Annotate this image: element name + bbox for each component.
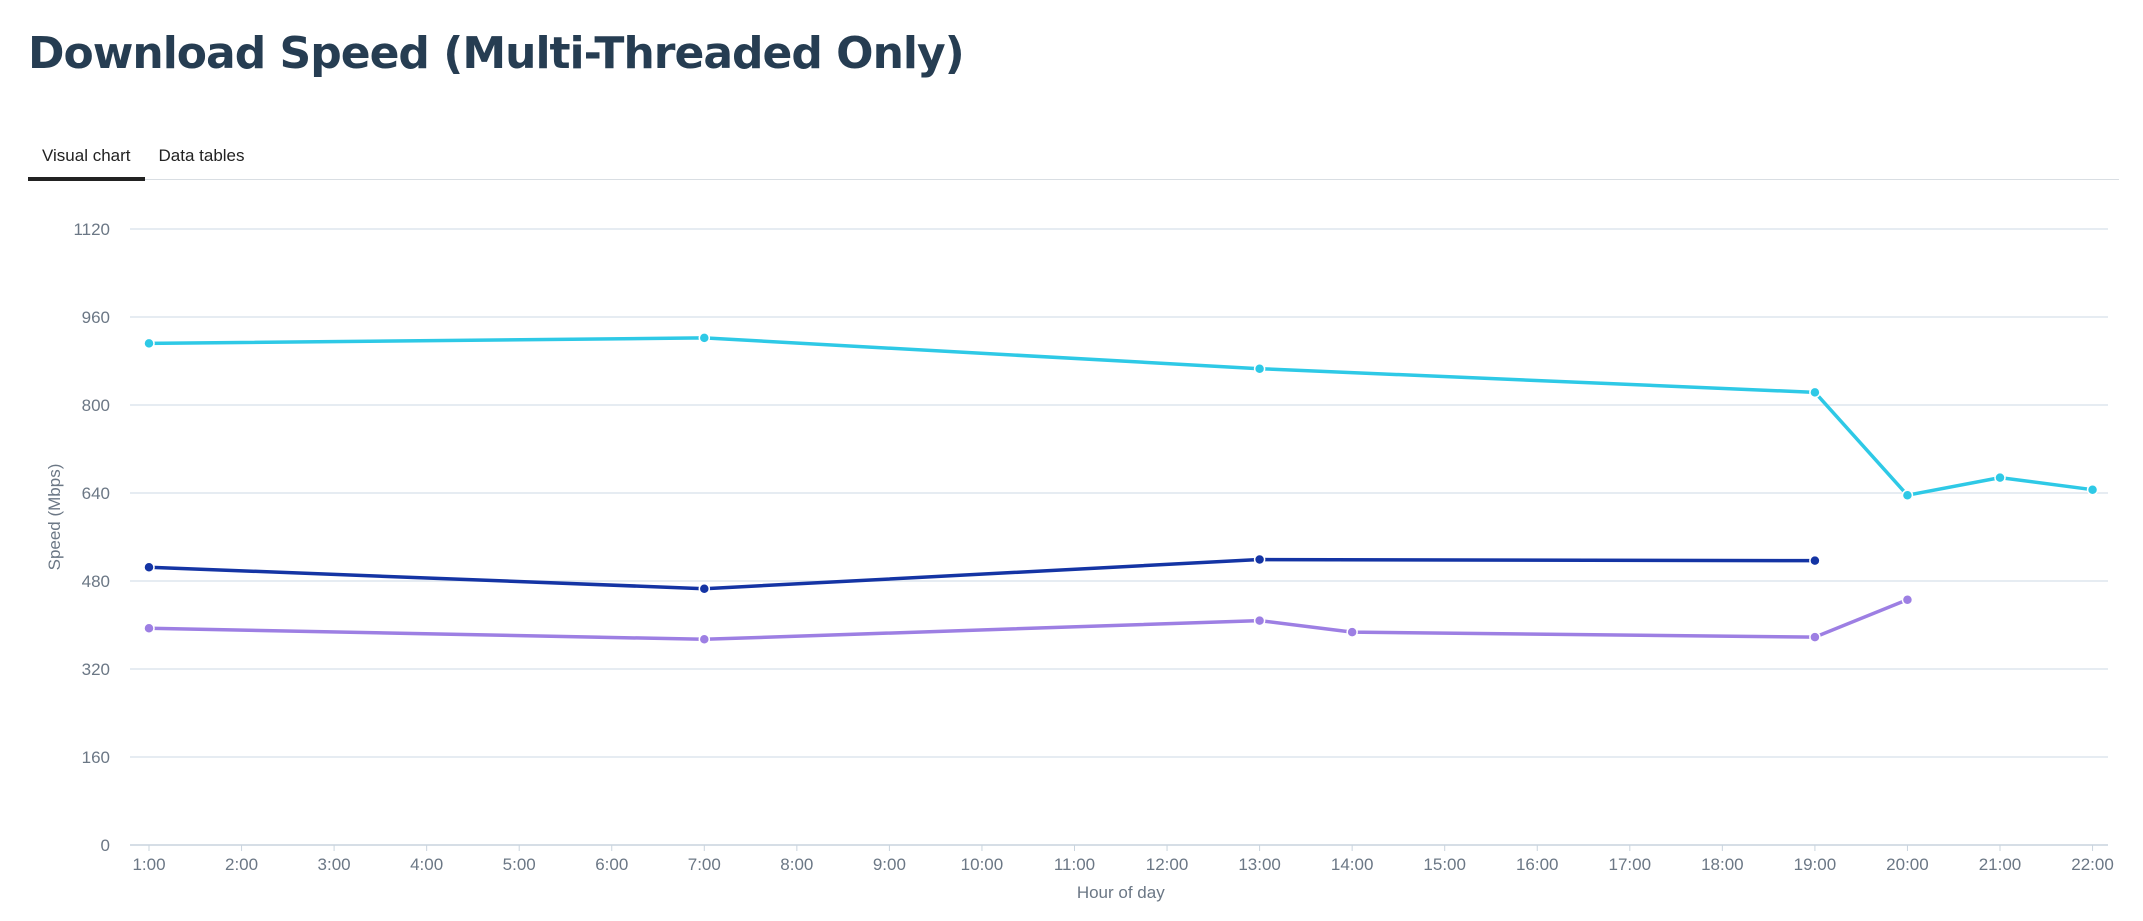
- view-tabs: Visual chart Data tables: [28, 134, 2119, 181]
- y-tick-label: 160: [82, 748, 110, 767]
- y-tick-label: 480: [82, 572, 110, 591]
- x-tick-label: 10:00: [961, 855, 1004, 874]
- x-tick-label: 16:00: [1516, 855, 1559, 874]
- series-line-2: [147, 557, 1817, 591]
- x-tick-label: 13:00: [1238, 855, 1281, 874]
- tab-data-tables[interactable]: Data tables: [158, 146, 245, 165]
- data-point[interactable]: [1253, 614, 1266, 627]
- x-tick-label: 18:00: [1701, 855, 1744, 874]
- y-tick-label: 320: [82, 660, 110, 679]
- data-point[interactable]: [1253, 362, 1266, 375]
- page-title: Download Speed (Multi-Threaded Only): [28, 28, 965, 79]
- x-tick-label: 22:00: [2071, 855, 2114, 874]
- data-point[interactable]: [1346, 626, 1358, 638]
- data-point[interactable]: [1901, 593, 1914, 606]
- y-axis-label: Speed (Mbps): [45, 464, 64, 571]
- x-tick-label: 11:00: [1054, 855, 1095, 874]
- data-point[interactable]: [2086, 483, 2099, 496]
- data-point[interactable]: [698, 332, 711, 344]
- data-point[interactable]: [1901, 489, 1914, 501]
- data-point[interactable]: [1994, 471, 2006, 484]
- data-point[interactable]: [1809, 554, 1821, 567]
- x-tick-label: 4:00: [410, 855, 443, 874]
- data-point[interactable]: [1253, 553, 1266, 566]
- x-tick-label: 2:00: [225, 855, 258, 874]
- x-tick-label: 21:00: [1979, 855, 2022, 874]
- x-tick-label: 6:00: [595, 855, 628, 874]
- x-tick-label: 14:00: [1331, 855, 1374, 874]
- x-tick-label: 1:00: [132, 855, 165, 874]
- y-tick-label: 960: [82, 308, 110, 327]
- data-point[interactable]: [698, 582, 711, 595]
- series-line-1: [147, 336, 2095, 497]
- x-tick-label: 9:00: [873, 855, 906, 874]
- x-axis-label: Hour of day: [1077, 883, 1165, 902]
- data-point[interactable]: [698, 633, 711, 646]
- data-point[interactable]: [143, 622, 155, 635]
- data-point[interactable]: [1809, 631, 1821, 643]
- y-tick-label: 800: [82, 396, 110, 415]
- x-tick-label: 8:00: [780, 855, 813, 874]
- data-point[interactable]: [143, 561, 155, 573]
- x-tick-label: 20:00: [1886, 855, 1929, 874]
- x-tick-label: 17:00: [1609, 855, 1652, 874]
- x-tick-label: 12:00: [1146, 855, 1189, 874]
- download-speed-chart: 0 160 320 480 640 800 960 1120 1:00 2:00 3:00 4:00 5…: [45, 220, 2114, 902]
- tab-visual-chart[interactable]: Visual chart: [28, 134, 145, 181]
- y-tick-label: 640: [82, 484, 110, 503]
- data-point[interactable]: [143, 337, 155, 350]
- y-tick-label: 1120: [73, 220, 110, 239]
- x-tick-label: 15:00: [1423, 855, 1466, 874]
- x-tick-label: 3:00: [318, 855, 351, 874]
- series-line-3: [147, 597, 1910, 642]
- y-tick-label: 0: [101, 836, 110, 855]
- x-tick-label: 19:00: [1794, 855, 1837, 874]
- x-tick-label: 5:00: [503, 855, 536, 874]
- x-tick-label: 7:00: [688, 855, 721, 874]
- data-point[interactable]: [1809, 386, 1821, 399]
